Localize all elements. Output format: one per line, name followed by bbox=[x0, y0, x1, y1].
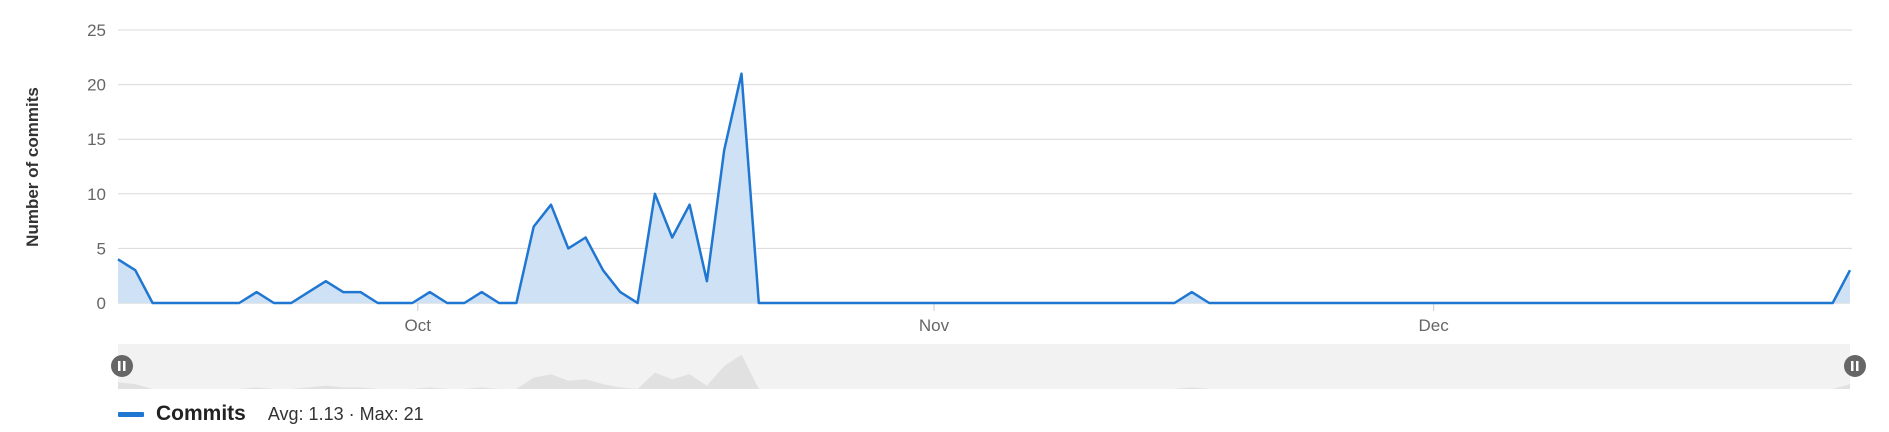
navigator-background[interactable] bbox=[118, 344, 1850, 389]
y-tick-label: 15 bbox=[87, 130, 106, 149]
commits-line bbox=[117, 72, 1852, 305]
y-gridlines bbox=[118, 29, 1852, 249]
legend-swatch bbox=[118, 411, 144, 417]
y-tick-label: 5 bbox=[97, 239, 106, 258]
y-axis-ticks: 0 5 10 15 20 25 bbox=[87, 21, 106, 313]
x-tick-label: Dec bbox=[1419, 316, 1450, 335]
x-tick-label: Oct bbox=[405, 316, 432, 335]
legend-stats: Avg: 1.13 · Max: 21 bbox=[267, 403, 424, 424]
y-tick-label: 0 bbox=[97, 294, 106, 313]
y-tick-label: 20 bbox=[87, 76, 106, 95]
legend-series-name[interactable]: Commits bbox=[156, 402, 246, 425]
navigator-preview-area bbox=[118, 354, 1850, 389]
navigator-right-handle[interactable] bbox=[1844, 355, 1866, 377]
commits-chart: 0 5 10 15 20 25 Number of commits Oct Nov Dec bbox=[23, 21, 1866, 389]
y-axis-label: Number of commits bbox=[23, 87, 42, 247]
x-axis-ticks: Oct Nov Dec bbox=[405, 303, 1450, 335]
chart-legend: Commits Avg: 1.13 · Max: 21 bbox=[118, 400, 424, 428]
y-tick-label: 25 bbox=[87, 21, 106, 40]
x-tick-label: Nov bbox=[919, 316, 950, 335]
commits-area bbox=[118, 73, 1850, 303]
y-tick-label: 10 bbox=[87, 185, 106, 204]
navigator-left-handle[interactable] bbox=[111, 355, 133, 377]
